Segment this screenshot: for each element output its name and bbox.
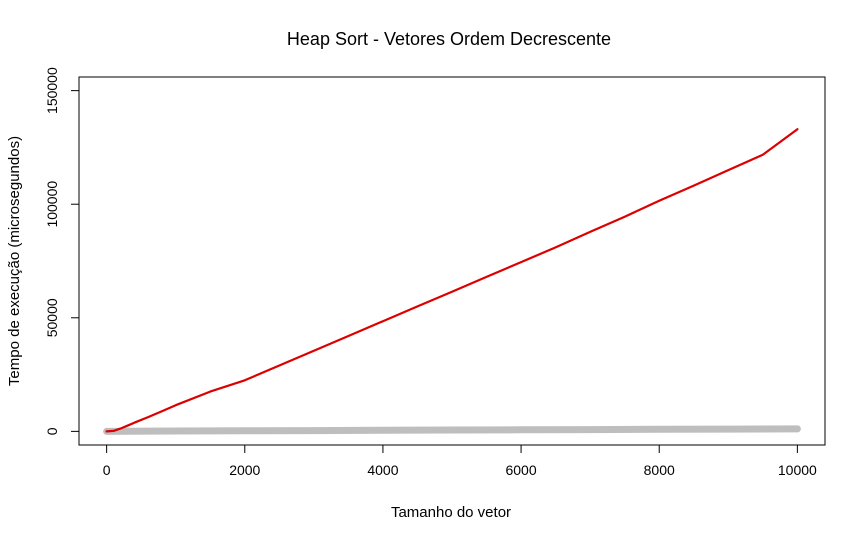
x-tick-label: 6000 [505,462,536,478]
y-tick-label: 50000 [44,298,60,337]
x-tick-label: 8000 [644,462,675,478]
x-tick-label: 10000 [778,462,817,478]
y-axis: 0 50000 100000 150000 [44,67,80,435]
x-axis-label: Tamanho do vetor [391,504,511,521]
series-line-1 [105,128,799,433]
y-tick-label: 150000 [44,67,60,114]
series-layer [103,128,801,435]
x-axis: 0 2000 4000 6000 8000 10000 [103,444,817,478]
y-tick-label: 0 [44,427,60,435]
x-tick-label: 4000 [367,462,398,478]
x-tick-label: 2000 [229,462,260,478]
y-axis-label: Tempo de execução (microsegundos) [6,136,23,386]
x-tick-label: 0 [103,462,111,478]
plot-area-frame [78,76,826,446]
series-line-2 [103,425,801,435]
chart-title: Heap Sort - Vetores Ordem Decrescente [287,29,611,49]
y-tick-label: 100000 [44,181,60,228]
